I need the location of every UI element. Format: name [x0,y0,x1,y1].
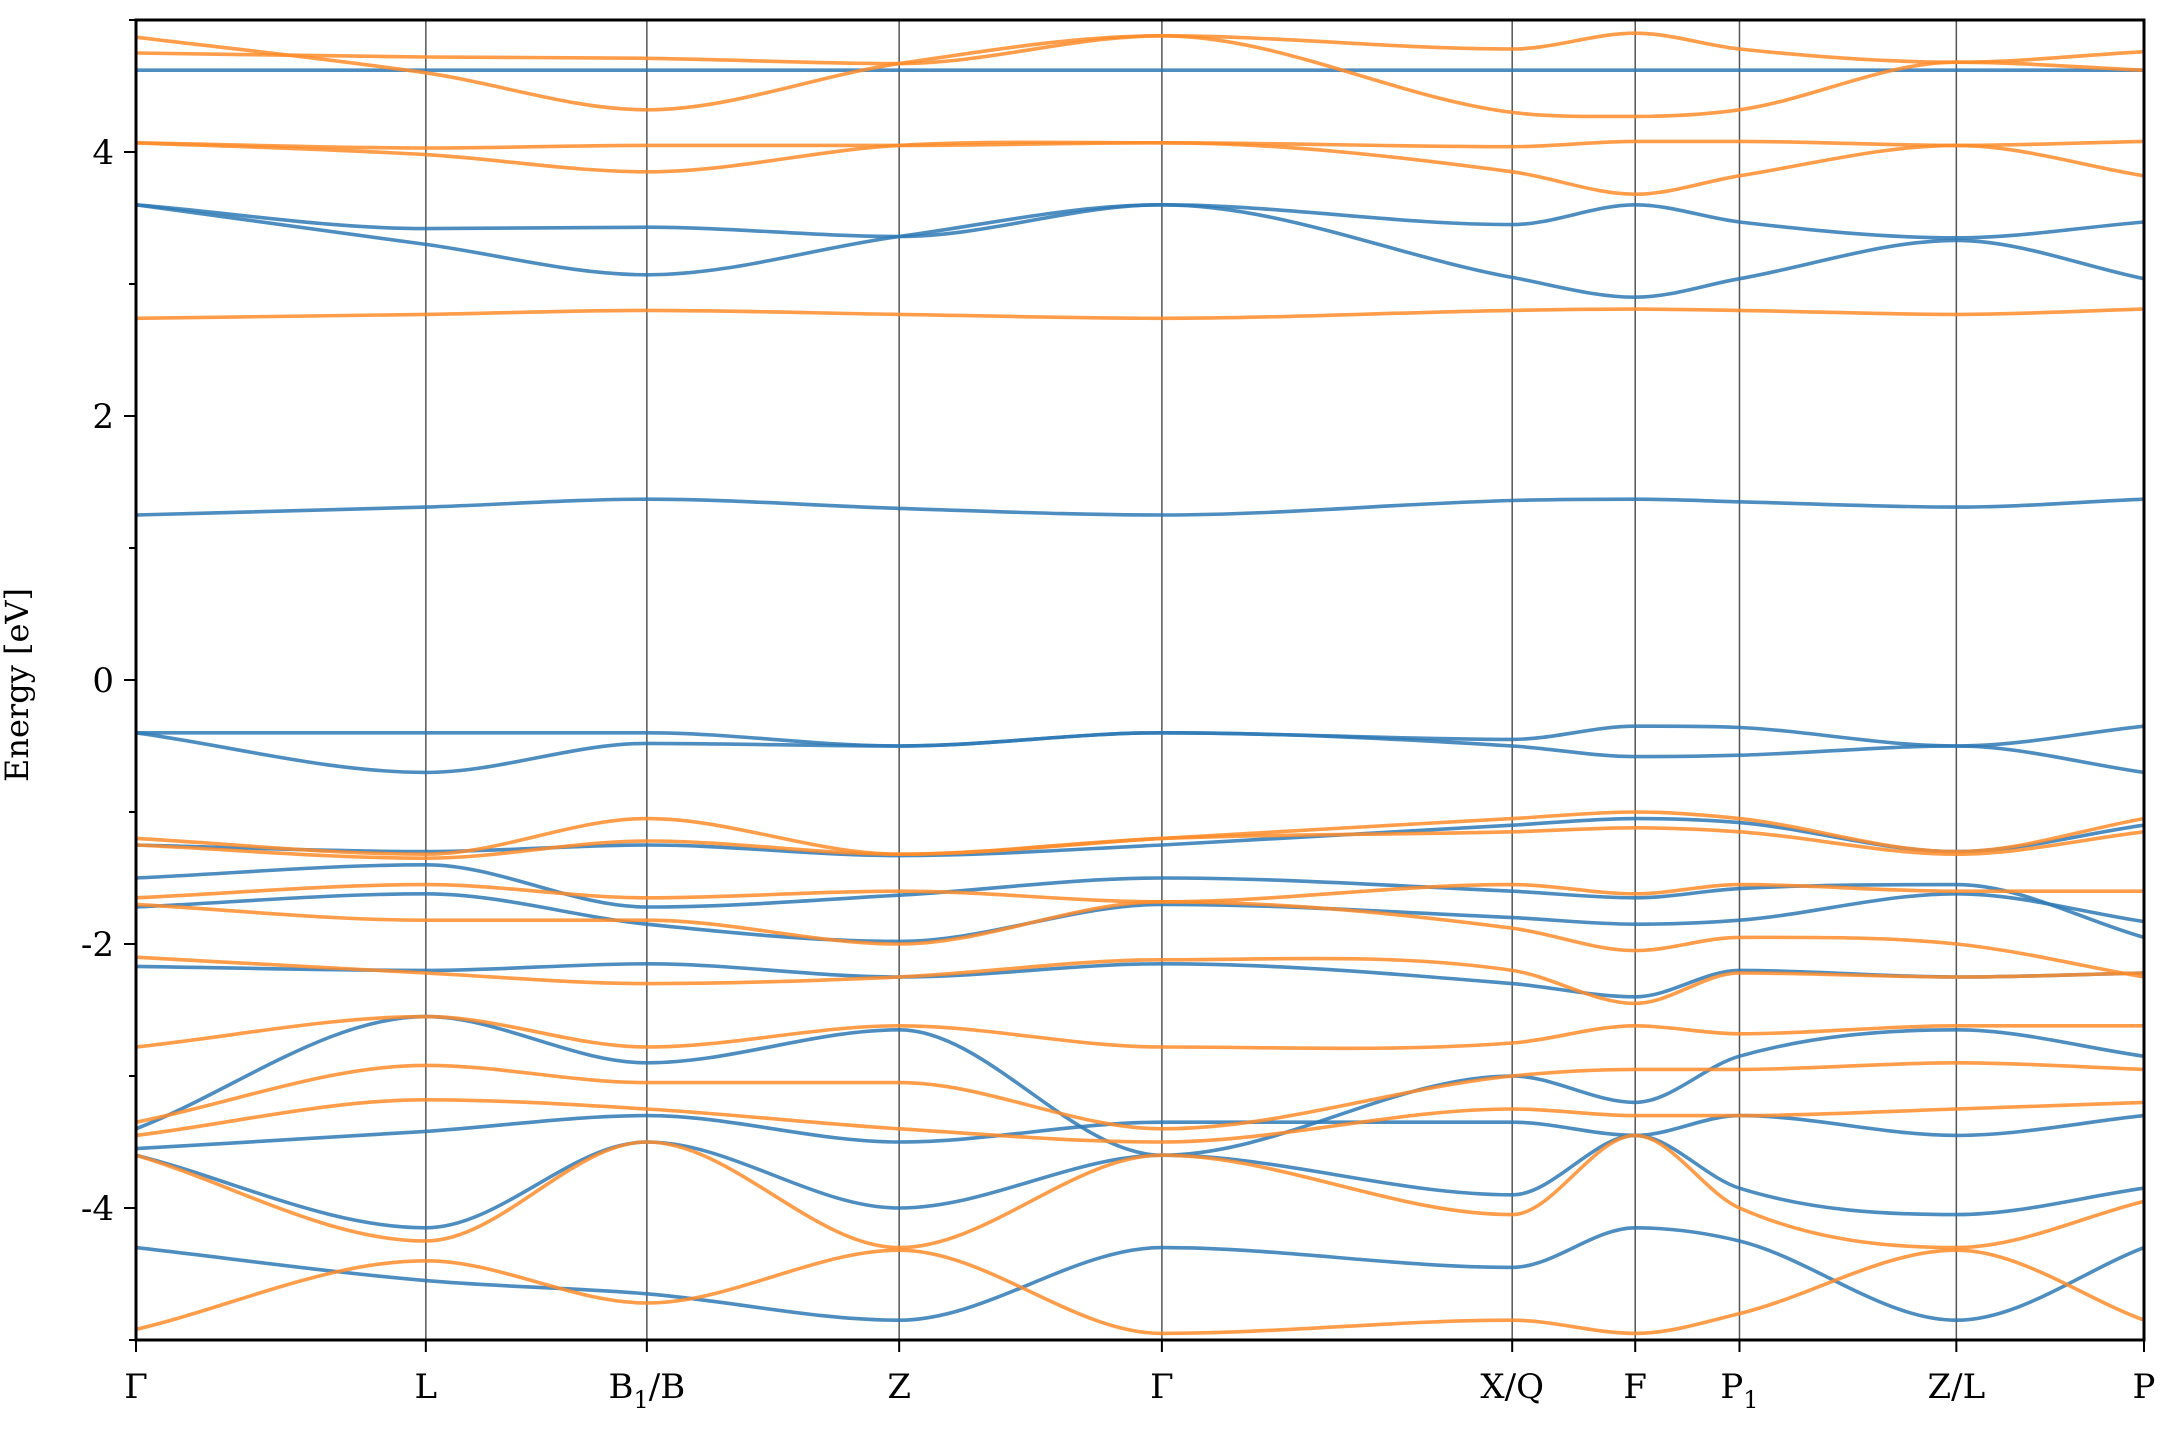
y-tick-label: -4 [81,1189,114,1229]
y-tick-label: 2 [92,397,114,437]
x-tick-label: P1 [1720,1367,1758,1414]
x-tick-label-main: B [608,1367,633,1407]
x-tick-label-main: Γ [1150,1367,1174,1407]
y-tick-label: 4 [92,133,114,173]
band-line-19 [136,307,2144,321]
band-line-16 [136,34,2144,119]
band-line-29 [136,1248,2144,1336]
band-line-10 [136,962,2144,999]
band-line-11 [136,1014,2144,1157]
band-line-18 [136,140,2144,196]
x-tick-label: Γ [1150,1367,1174,1407]
x-tick-label-main: P [2133,1367,2156,1407]
band-line-7 [136,816,2144,858]
band-line-25 [136,1014,2144,1051]
band-line-3 [136,203,2144,299]
band-line-23 [136,900,2144,979]
band-line-9 [136,892,2144,944]
x-tick-label: Z/L [1928,1367,1986,1407]
band-line-26 [136,1061,2144,1131]
y-tick-label: -2 [81,925,114,965]
band-line-5 [136,724,2144,748]
x-tick-label-main: L [415,1367,438,1407]
x-tick-label-main: X/Q [1480,1367,1544,1407]
band-line-6 [136,731,2144,775]
band-line-2 [136,203,2144,240]
band-lines [136,31,2144,1336]
band-line-13 [136,1133,2144,1230]
x-tick-label-main: Z/L [1928,1367,1986,1407]
band-line-28 [136,1133,2144,1250]
x-axis: Γ L B1/B Z Γ X/Q F P1 Z/L P [124,1340,2155,1414]
band-line-4 [136,497,2144,517]
x-tick-label-main: Γ [124,1367,148,1407]
x-tick-label-main: P [1720,1367,1743,1407]
band-line-14 [136,1226,2144,1322]
x-tick-label: Γ [124,1367,148,1407]
x-tick-label: X/Q [1480,1367,1544,1407]
y-axis: 4 2 0 -2 -4 [81,19,136,1341]
band-line-12 [136,1113,2144,1151]
band-line-8 [136,863,2144,940]
x-tick-label-main: F [1623,1367,1647,1407]
x-tick-label-subscript: 1 [1743,1386,1758,1414]
band-line-15 [136,31,2144,66]
x-tick-label: F [1623,1367,1647,1407]
x-tick-label-subscript: 1 [633,1386,648,1414]
x-tick-label: Z [887,1367,911,1407]
band-line-24 [136,955,2144,1006]
y-tick-label: 0 [92,661,114,701]
x-tick-label: P [2133,1367,2156,1407]
band-line-21 [136,826,2144,860]
x-tick-label-suffix: /B [649,1367,685,1407]
x-tick-label: B1/B [608,1367,685,1414]
x-tick-label: L [415,1367,438,1407]
kpoint-gridlines [425,20,1958,1340]
band-line-27 [136,1098,2144,1144]
y-axis-title: Energy [eV] [0,588,36,782]
x-tick-label-main: Z [887,1367,911,1407]
